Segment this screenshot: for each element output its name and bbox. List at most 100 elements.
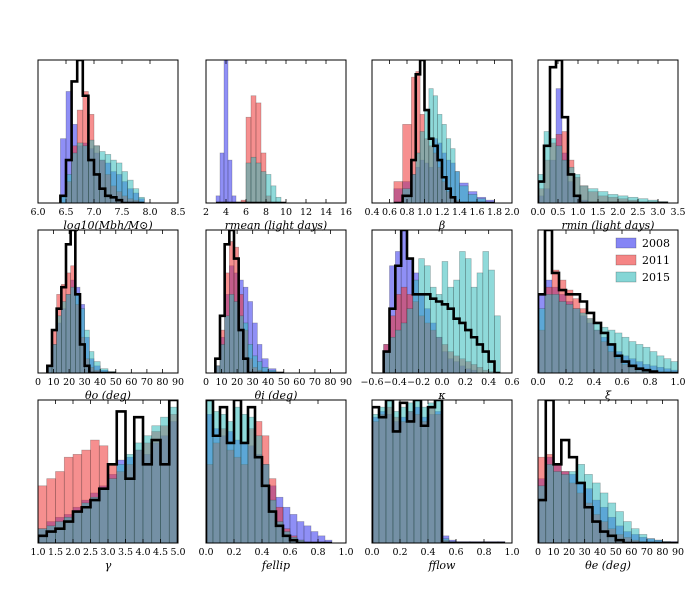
legend-swatch-2015 xyxy=(615,271,637,283)
bar-2015 xyxy=(558,301,567,373)
plot-area xyxy=(538,60,669,203)
bar-2015 xyxy=(587,188,599,203)
x-tick-label: 10 xyxy=(548,547,560,558)
x-tick-label: 1.5 xyxy=(590,207,605,218)
bar-2015 xyxy=(160,416,170,543)
series-2015 xyxy=(383,251,501,373)
x-tick-label: 40 xyxy=(94,377,106,388)
x-tick-label: 1.0 xyxy=(338,547,353,558)
x-tick-label: 0.6 xyxy=(282,547,297,558)
x-tick-label: 0.4 xyxy=(420,547,435,558)
x-tick-label: 0.0 xyxy=(434,377,449,388)
bar-2015 xyxy=(255,162,262,203)
x-tick-label: 6.0 xyxy=(30,207,45,218)
legend-swatch-2008 xyxy=(615,237,637,249)
x-tick-label: 2.0 xyxy=(610,207,625,218)
plot-area xyxy=(46,230,117,373)
x-tick-label: 0.2 xyxy=(392,547,407,558)
x-axis-label: rmin (light days) xyxy=(562,219,655,232)
x-tick-label: 0.4 xyxy=(364,207,379,218)
x-tick-label: 0.8 xyxy=(399,207,414,218)
bar-2015 xyxy=(72,511,83,543)
bar-2015 xyxy=(245,162,252,203)
bar-2015 xyxy=(142,435,153,543)
x-tick-label: 1.4 xyxy=(452,207,467,218)
x-axis-label: log10(Mbh/M⊙) xyxy=(63,219,152,232)
bar-2008 xyxy=(310,531,319,543)
subplot-11: 0.0 0.2 0.4 0.6 0.8 1.0 fflow xyxy=(364,399,520,572)
bar-2015 xyxy=(265,174,272,203)
x-tick-label: 0.6 xyxy=(614,377,629,388)
x-tick-label: 3.0 xyxy=(650,207,665,218)
bar-2015 xyxy=(447,286,454,373)
x-axis-label: fellip xyxy=(261,559,290,572)
bar-2015 xyxy=(46,525,56,543)
bar-2008 xyxy=(219,152,225,203)
subplot-6: 0 10 20 30 40 50 60 70 80 90 θi (deg) xyxy=(203,229,352,402)
x-tick-label: 2.0 xyxy=(65,547,80,558)
bar-2015 xyxy=(81,502,91,543)
plot-area xyxy=(538,400,678,543)
x-tick-label: 0.6 xyxy=(448,547,463,558)
x-tick-label: 3.0 xyxy=(100,547,115,558)
bar-2015 xyxy=(459,251,466,373)
subplot-3: 0.4 0.6 0.8 1.0 1.2 1.4 1.6 1.8 2.0 β xyxy=(364,59,520,232)
x-tick-label: 20 xyxy=(63,377,75,388)
x-tick-label: 0 xyxy=(35,377,41,388)
bar-2015 xyxy=(61,301,67,373)
outline-step-line xyxy=(206,400,332,543)
axes-frame xyxy=(205,229,347,374)
series-2015 xyxy=(538,294,678,373)
outline-step-line xyxy=(382,230,501,373)
outline-step-line xyxy=(538,400,678,543)
bar-2015 xyxy=(70,286,76,373)
x-axis-label: rmean (light days) xyxy=(225,219,327,232)
bar-2015 xyxy=(459,185,469,203)
subplot-10: 0.0 0.2 0.4 0.6 0.8 1.0 fellip xyxy=(198,399,354,572)
x-tick-label: 40 xyxy=(594,547,606,558)
plot-area xyxy=(214,230,284,373)
bar-2015 xyxy=(561,474,570,543)
plot-area xyxy=(215,60,286,203)
x-tick-label: 0.0 xyxy=(530,377,545,388)
x-tick-label: 10 xyxy=(216,377,228,388)
x-tick-label: 1.6 xyxy=(469,207,484,218)
x-axis-label: fflow xyxy=(428,559,456,572)
bar-2015 xyxy=(441,261,449,373)
x-tick-label: −0.4 xyxy=(384,377,407,388)
x-tick-label: 4.0 xyxy=(135,547,150,558)
bar-2015 xyxy=(597,191,609,203)
bar-2008 xyxy=(227,159,233,203)
bar-2015 xyxy=(549,138,557,203)
bar-2015 xyxy=(476,272,484,373)
legend-swatch-2011 xyxy=(615,254,637,266)
bar-2008 xyxy=(223,60,229,203)
outline-step-line xyxy=(393,60,495,203)
bar-2015 xyxy=(104,154,112,203)
bar-2015 xyxy=(631,528,640,543)
x-tick-label: 0.0 xyxy=(364,547,379,558)
x-tick-label: 7.5 xyxy=(114,207,129,218)
x-tick-label: 30 xyxy=(579,547,591,558)
x-tick-label: 0.2 xyxy=(226,547,241,558)
x-tick-label: 6 xyxy=(243,207,249,218)
bar-2015 xyxy=(400,322,408,373)
x-tick-label: 16 xyxy=(340,207,352,218)
subplot-7: −0.6 −0.4 −0.2 0.0 0.2 0.4 0.6 κ xyxy=(360,229,520,402)
x-tick-label: 0.6 xyxy=(504,377,519,388)
bar-2015 xyxy=(565,304,574,373)
bar-2015 xyxy=(378,406,387,543)
bar-2015 xyxy=(168,406,178,543)
subplot-1: 6.0 6.5 7.0 7.5 8.0 8.5 log10(Mbh/M⊙) xyxy=(30,59,186,232)
axes-frame xyxy=(37,229,179,374)
bar-2015 xyxy=(418,258,425,373)
x-axis-label: γ xyxy=(105,559,112,572)
bar-2008 xyxy=(303,525,312,543)
x-tick-label: 2.5 xyxy=(630,207,645,218)
plot-area xyxy=(206,400,333,543)
x-axis-label: θe (deg) xyxy=(585,559,631,572)
x-tick-label: 5.0 xyxy=(170,547,185,558)
x-axis-label: β xyxy=(438,219,445,232)
x-tick-label: 80 xyxy=(156,377,168,388)
